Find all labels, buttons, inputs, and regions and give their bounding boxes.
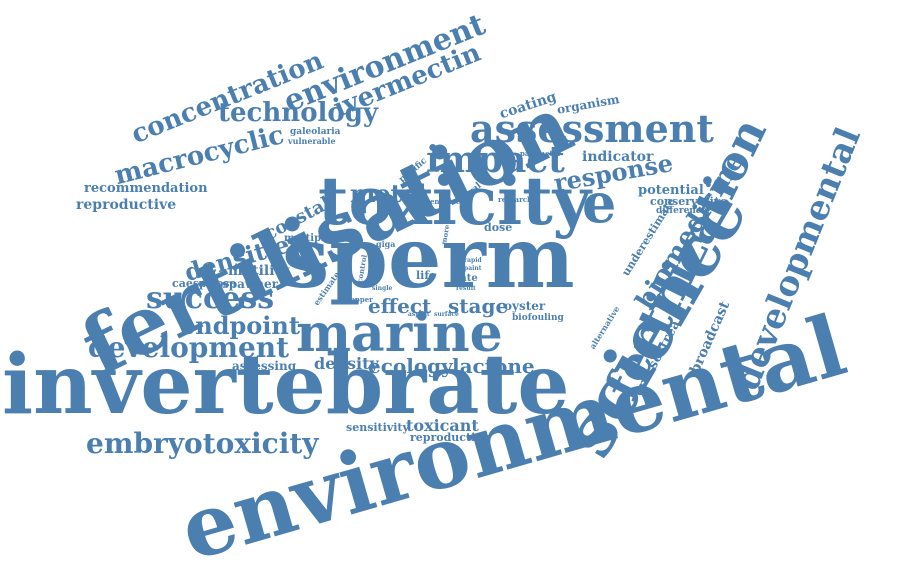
word-single: single <box>372 285 393 292</box>
word-giga: giga <box>376 239 396 249</box>
word-toxicant: toxicant <box>406 416 479 435</box>
word-toxicity: toxicity <box>318 162 592 240</box>
word-aspect: aspect <box>408 311 430 318</box>
word-difference: difference <box>656 206 708 216</box>
word-development: development <box>88 331 290 364</box>
word-embryotoxicity: embryotoxicity <box>86 427 319 460</box>
word-research: research <box>498 195 533 204</box>
word-copper: copper <box>346 295 373 304</box>
word-success: success <box>146 281 275 316</box>
word-reproduction: reproduction <box>410 431 491 444</box>
word-spawner: spawner <box>222 277 278 291</box>
word-technology: technology <box>218 98 379 128</box>
word-ecology: ecology <box>368 354 453 378</box>
word-parameter: parameter <box>520 149 561 158</box>
word-life: life <box>416 269 437 282</box>
word-dose: dose <box>484 221 513 234</box>
word-conservative: conservative <box>650 195 728 208</box>
word-indicator: indicator <box>582 149 654 165</box>
word-density: density <box>314 354 379 373</box>
word-reproductive: reproductive <box>76 197 177 213</box>
word-oyster: oyster <box>504 299 546 313</box>
word-invertebrate: invertebrate <box>2 337 570 433</box>
word-metal: metal <box>350 179 427 208</box>
word-galeolaria: galeolaria <box>290 127 341 137</box>
word-stage: stage <box>448 294 509 318</box>
word-potential: potential <box>638 183 704 198</box>
word-endpoint: endpoint <box>180 311 300 340</box>
word-biofouling: biofouling <box>512 313 564 323</box>
word-assessment: assessment <box>470 106 714 151</box>
word-marine: marine <box>296 303 503 364</box>
word-lactone: lactone <box>452 354 535 378</box>
word-fate: fate <box>456 273 478 284</box>
word-effect: effect <box>368 294 432 318</box>
word-e: e <box>582 171 617 235</box>
word-vulnerable: vulnerable <box>288 136 336 146</box>
word-surface: surface <box>434 311 459 318</box>
word-paint: paint <box>464 265 482 272</box>
word-assessing: assessing <box>232 359 297 373</box>
word-rapid: rapid <box>464 257 482 264</box>
word-recommendation: recommendation <box>84 181 208 196</box>
word-impact: impact <box>426 139 565 181</box>
word-motility: motility <box>228 263 290 279</box>
word-sensitivity: sensitivity <box>346 421 409 434</box>
word-sensitive: sensitive <box>426 197 461 206</box>
word-result: result <box>456 285 476 292</box>
word-caespitosa: caespitosa <box>172 277 237 290</box>
word-sperm: sperm <box>282 208 575 307</box>
word-multiple: multiple <box>284 233 332 244</box>
